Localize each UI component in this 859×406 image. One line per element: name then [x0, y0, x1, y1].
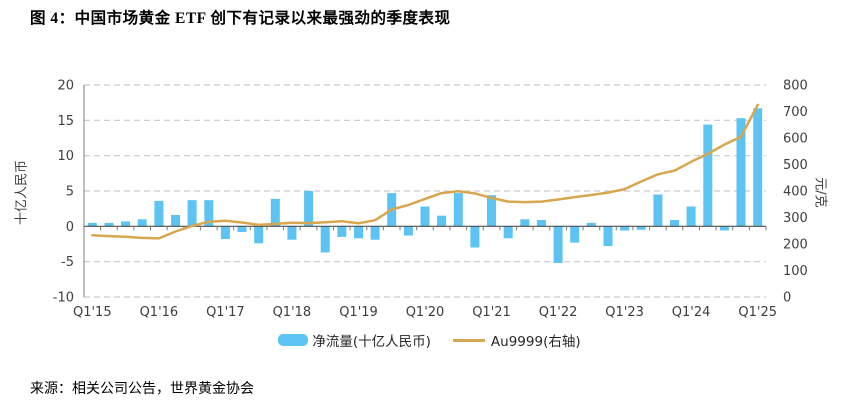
x-axis-tick-label: Q1'25: [738, 305, 777, 320]
x-axis-tick-label: Q1'24: [672, 305, 711, 320]
legend-label-netflow: 净流量(十亿人民币): [312, 334, 431, 350]
flow-bar: [586, 222, 596, 227]
left-axis-tick-label: 0: [66, 220, 74, 235]
source-note: 来源：相关公司公告，世界黄金协会: [30, 382, 254, 397]
x-axis-tick-label: Q1'15: [73, 305, 112, 320]
flow-bar: [487, 195, 496, 227]
au9999-line: [91, 103, 759, 240]
flow-bar: [736, 118, 746, 227]
flow-bar: [403, 226, 413, 236]
right-axis-tick-label: 500: [783, 158, 808, 173]
flow-bar: [536, 220, 546, 227]
x-axis-tick-label: Q1'17: [206, 305, 245, 320]
flow-bar: [154, 200, 164, 227]
au9999-line-swatch-icon: [452, 338, 485, 342]
flow-bar: [553, 226, 563, 263]
flow-bar: [337, 226, 347, 237]
flow-bar: [370, 226, 380, 240]
flow-bar: [104, 222, 114, 227]
right-axis-tick-label: 800: [783, 79, 808, 94]
right-axis-tick-label: 0: [783, 291, 791, 306]
legend-item-au9999: Au9999(右轴): [452, 330, 581, 350]
right-axis-tick-label: 400: [783, 185, 808, 200]
chart-legend: 净流量(十亿人民币) Au9999(右轴): [0, 330, 859, 350]
flow-bar: [753, 108, 763, 227]
left-axis-tick-label: 15: [57, 114, 74, 129]
left-axis-tick-label: 20: [57, 79, 74, 94]
left-axis-title: 十亿人民币: [14, 160, 30, 226]
flow-bar: [503, 226, 513, 239]
x-axis-tick-label: Q1'20: [406, 305, 445, 320]
flow-bar: [453, 193, 463, 227]
flow-bar: [636, 226, 646, 230]
flow-bar: [620, 226, 630, 231]
legend-item-netflow: 净流量(十亿人民币): [278, 330, 431, 350]
flow-bar: [171, 215, 180, 227]
flow-bar: [670, 220, 679, 227]
left-axis-tick-label: 5: [66, 185, 74, 200]
flow-bar: [653, 194, 663, 227]
x-axis-tick-label: Q1'18: [273, 305, 312, 320]
figure-title: 图 4：中国市场黄金 ETF 创下有记录以来最强劲的季度表现: [30, 10, 451, 27]
flow-bar: [204, 200, 214, 227]
flow-bar: [470, 226, 480, 248]
flow-bar: [121, 221, 131, 227]
flow-bar: [520, 219, 530, 227]
flow-bar: [420, 206, 430, 227]
flow-bar: [437, 215, 447, 227]
right-axis-title: 元/克: [812, 177, 828, 208]
netflow-bar-swatch-icon: [278, 334, 309, 346]
right-axis-tick-label: 300: [783, 211, 808, 226]
flow-bar: [320, 226, 330, 253]
left-axis-tick-label: -10: [53, 291, 74, 306]
flow-bar: [570, 226, 580, 243]
flow-bar: [287, 226, 297, 240]
flow-bar: [703, 124, 713, 227]
flow-bar: [354, 226, 363, 239]
flow-bar: [220, 226, 230, 239]
x-axis-tick-label: Q1'19: [339, 305, 378, 320]
right-axis-tick-label: 700: [783, 105, 808, 120]
flow-bar: [304, 191, 314, 227]
right-axis-tick-label: 100: [783, 264, 808, 279]
flow-bar: [270, 198, 280, 227]
right-axis-tick-label: 200: [783, 238, 808, 253]
flow-bar: [237, 226, 247, 232]
right-axis-tick-label: 600: [783, 132, 808, 147]
flow-bar: [719, 226, 729, 231]
flow-bar: [137, 219, 147, 227]
legend-label-au9999: Au9999(右轴): [490, 334, 581, 350]
flow-bar: [87, 222, 97, 227]
x-axis-tick-label: Q1'22: [539, 305, 578, 320]
flow-bar: [254, 226, 264, 244]
x-axis-tick-label: Q1'16: [140, 305, 179, 320]
flow-bar: [187, 200, 197, 227]
x-axis-tick-label: Q1'23: [605, 305, 644, 320]
flow-bar: [603, 226, 613, 247]
left-axis-tick-label: -5: [61, 255, 74, 270]
x-axis-tick-label: Q1'21: [472, 305, 511, 320]
left-axis-tick-label: 10: [57, 149, 74, 164]
flow-bar: [686, 206, 696, 227]
